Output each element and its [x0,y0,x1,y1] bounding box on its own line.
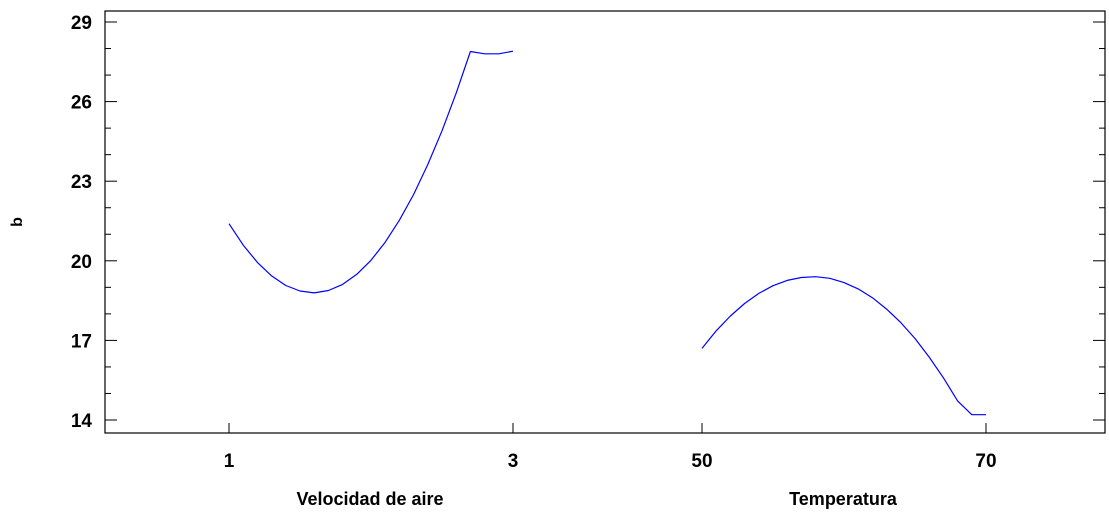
y-tick-label: 29 [71,13,92,34]
x-tick-label: 50 [691,451,712,472]
y-axis-label: b [9,217,26,227]
series-layer [228,50,986,416]
y-tick-label: 14 [71,411,93,432]
x-tick-label: 1 [224,451,235,472]
y-tick-label: 17 [71,331,92,352]
y-axis: 14 17 20 23 26 29 [71,13,1105,432]
x-tick-label: 70 [975,451,996,472]
y-tick-label: 23 [71,172,92,193]
series-line-panel-1 [701,276,986,416]
x-axis-label-temperatura: Temperatura [789,489,898,509]
y-tick-label: 26 [71,93,92,114]
series-line-panel-0 [228,50,514,294]
plot-frame [104,10,1106,434]
x-tick-label: 3 [508,451,519,472]
y-tick-label: 20 [71,252,92,273]
x-axis-label-velocidad: Velocidad de aire [296,489,443,509]
x-axis: 1 3 50 70 [224,423,997,472]
